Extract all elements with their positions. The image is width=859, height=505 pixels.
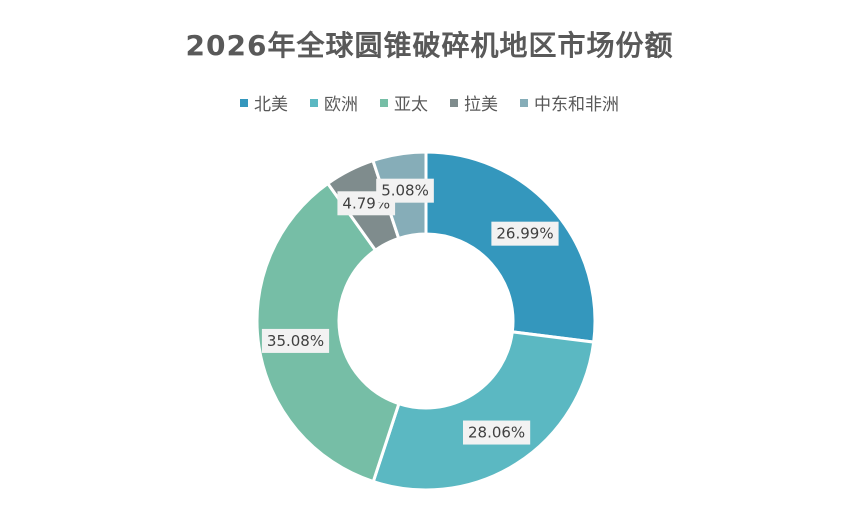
legend-item: 北美 (240, 90, 288, 115)
data-label-background (462, 420, 531, 445)
data-label-text: 26.99% (496, 225, 553, 243)
legend-swatch (520, 98, 528, 107)
data-label-text: 35.08% (267, 332, 324, 350)
data-label-background (491, 221, 559, 246)
legend-label: 北美 (254, 95, 288, 115)
legend-swatch (450, 98, 458, 107)
data-label: 35.08% (261, 328, 330, 353)
legend-label: 欧洲 (324, 95, 358, 115)
data-label-background (376, 178, 434, 203)
chart-legend: 北美 欧洲 亚太 拉美 中东和非洲 (0, 90, 859, 115)
legend-swatch (380, 98, 388, 107)
legend-swatch (310, 98, 318, 107)
donut-slice (371, 330, 596, 492)
legend-label: 中东和非洲 (534, 95, 619, 115)
data-label-text: 28.06% (468, 424, 525, 442)
data-label-background (261, 328, 330, 353)
data-label: 5.08% (376, 178, 434, 203)
donut-slice (424, 150, 597, 344)
data-label: 28.06% (462, 420, 531, 445)
legend-label: 拉美 (464, 95, 498, 115)
legend-item: 欧洲 (310, 90, 358, 115)
legend-label: 亚太 (394, 95, 428, 115)
data-label-text: 5.08% (381, 182, 429, 200)
chart-title: 2026年全球圆锥破碎机地区市场份额 (185, 29, 674, 62)
data-label: 26.99% (491, 221, 559, 246)
legend-item: 拉美 (450, 90, 498, 115)
legend-swatch (240, 98, 248, 107)
legend-item: 中东和非洲 (520, 90, 619, 115)
legend-item: 亚太 (380, 90, 428, 115)
